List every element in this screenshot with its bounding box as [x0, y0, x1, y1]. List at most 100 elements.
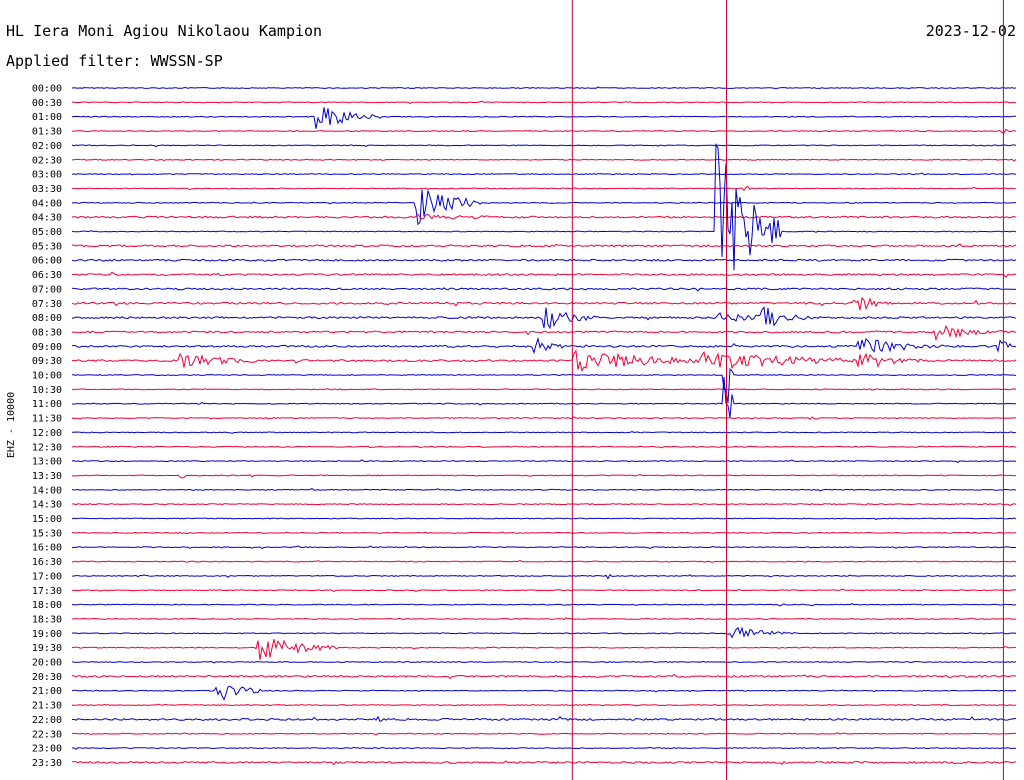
trace-row-0200	[71, 144, 1017, 147]
row-time-label: 16:30	[32, 557, 62, 568]
trace-row-2300	[71, 746, 1017, 750]
row-time-label: 15:00	[32, 514, 62, 525]
row-time-label: 01:30	[32, 127, 62, 138]
row-time-label: 00:30	[32, 98, 62, 109]
trace-row-1730	[71, 588, 1017, 593]
row-time-label: 09:30	[32, 356, 62, 367]
row-time-label: 17:30	[32, 586, 62, 597]
row-time-label: 20:30	[32, 672, 62, 683]
trace-group	[71, 86, 1017, 766]
trace-row-1500	[71, 517, 1017, 520]
trace-row-1400	[71, 488, 1017, 492]
date-label: 2023-12-02	[926, 22, 1016, 40]
trace-row-1100	[71, 376, 1016, 418]
trace-row-2030	[72, 673, 1017, 680]
trace-row-0230	[71, 158, 1017, 162]
trace-row-1130	[71, 416, 1017, 420]
row-time-label: 19:30	[32, 643, 62, 654]
row-time-label: 12:30	[32, 442, 62, 453]
trace-row-0100	[71, 107, 1016, 129]
trace-row-1830	[71, 617, 1017, 620]
trace-row-2100	[71, 685, 1017, 701]
trace-row-0800	[71, 306, 1017, 330]
row-time-label: 11:00	[32, 399, 62, 410]
row-time-label: 09:00	[32, 342, 62, 353]
trace-row-1000	[71, 368, 1017, 404]
row-time-label: 22:30	[32, 729, 62, 740]
row-time-label: 14:30	[32, 500, 62, 511]
row-time-label: 15:30	[32, 528, 62, 539]
row-time-label: 02:00	[32, 141, 62, 152]
trace-row-1430	[71, 503, 1017, 507]
trace-row-1030	[71, 388, 1017, 391]
trace-row-0330	[71, 185, 1017, 192]
trace-row-1230	[71, 445, 1017, 449]
row-time-label: 06:00	[32, 256, 62, 267]
trace-row-0930	[71, 349, 1017, 373]
trace-row-1630	[71, 559, 1017, 563]
row-time-label: 02:30	[32, 155, 62, 166]
trace-row-0300	[71, 172, 1017, 176]
trace-row-0500	[71, 142, 1017, 271]
row-time-label: 00:00	[32, 84, 62, 95]
row-time-label: 12:00	[32, 428, 62, 439]
row-time-label: 19:00	[32, 629, 62, 640]
row-time-label: 21:00	[32, 686, 62, 697]
trace-row-1300	[71, 459, 1017, 463]
tick-label-group: 00:00 00:30 01:00 01:30 02:00 02:30 03:00 03:30…	[32, 84, 62, 769]
trace-row-2000	[71, 661, 1017, 664]
marker-line-group	[571, 0, 1004, 780]
filter-label: Applied filter: WWSSN-SP	[6, 52, 223, 70]
trace-row-2130	[71, 703, 1017, 707]
row-time-label: 20:00	[32, 658, 62, 669]
row-time-label: 08:00	[32, 313, 62, 324]
row-time-label: 21:30	[32, 701, 62, 712]
trace-row-0030	[72, 100, 1017, 105]
trace-row-0830	[71, 324, 1017, 342]
trace-row-2230	[72, 732, 1017, 736]
row-time-label: 23:00	[32, 744, 62, 755]
row-time-label: 03:00	[32, 170, 62, 181]
trace-row-0730	[71, 296, 1017, 311]
row-time-label: 10:00	[32, 371, 62, 382]
row-time-label: 16:00	[32, 543, 62, 554]
row-time-label: 14:00	[32, 485, 62, 496]
row-time-label: 13:00	[32, 457, 62, 468]
trace-row-1900	[71, 626, 1017, 639]
trace-row-1330	[71, 473, 1017, 479]
trace-row-0900	[71, 336, 1017, 355]
row-time-label: 10:30	[32, 385, 62, 396]
row-time-label: 13:30	[32, 471, 62, 482]
row-time-label: 18:00	[32, 600, 62, 611]
row-time-label: 22:00	[32, 715, 62, 726]
row-time-label: 23:30	[32, 758, 62, 769]
row-time-label: 07:00	[32, 284, 62, 295]
row-time-label: 08:30	[32, 327, 62, 338]
trace-row-0400	[71, 189, 1017, 226]
trace-row-1800	[71, 602, 1017, 607]
row-time-label: 06:30	[32, 270, 62, 281]
row-time-label: 04:30	[32, 213, 62, 224]
trace-row-1530	[71, 531, 1017, 535]
trace-row-1200	[71, 430, 1017, 435]
row-time-label: 07:30	[32, 299, 62, 310]
trace-row-2200	[71, 715, 1017, 723]
row-time-label: 05:00	[32, 227, 62, 238]
row-time-label: 01:00	[32, 112, 62, 123]
row-time-label: 11:30	[32, 414, 62, 425]
trace-row-0600	[71, 258, 1017, 262]
row-time-label: 18:30	[32, 614, 62, 625]
channel-label: EHZ - 10000	[6, 392, 17, 458]
trace-row-0000	[71, 86, 1017, 89]
trace-row-0430	[71, 213, 1017, 220]
row-time-label: 03:30	[32, 184, 62, 195]
row-time-label: 17:00	[32, 571, 62, 582]
trace-row-1930	[71, 639, 1017, 660]
row-time-label: 04:00	[32, 198, 62, 209]
trace-row-0700	[71, 287, 1017, 292]
row-time-label: 05:30	[32, 241, 62, 252]
station-title: HL Iera Moni Agiou Nikolaou Kampion	[6, 22, 322, 40]
trace-row-2330	[71, 760, 1016, 766]
trace-row-1700	[71, 573, 1017, 580]
